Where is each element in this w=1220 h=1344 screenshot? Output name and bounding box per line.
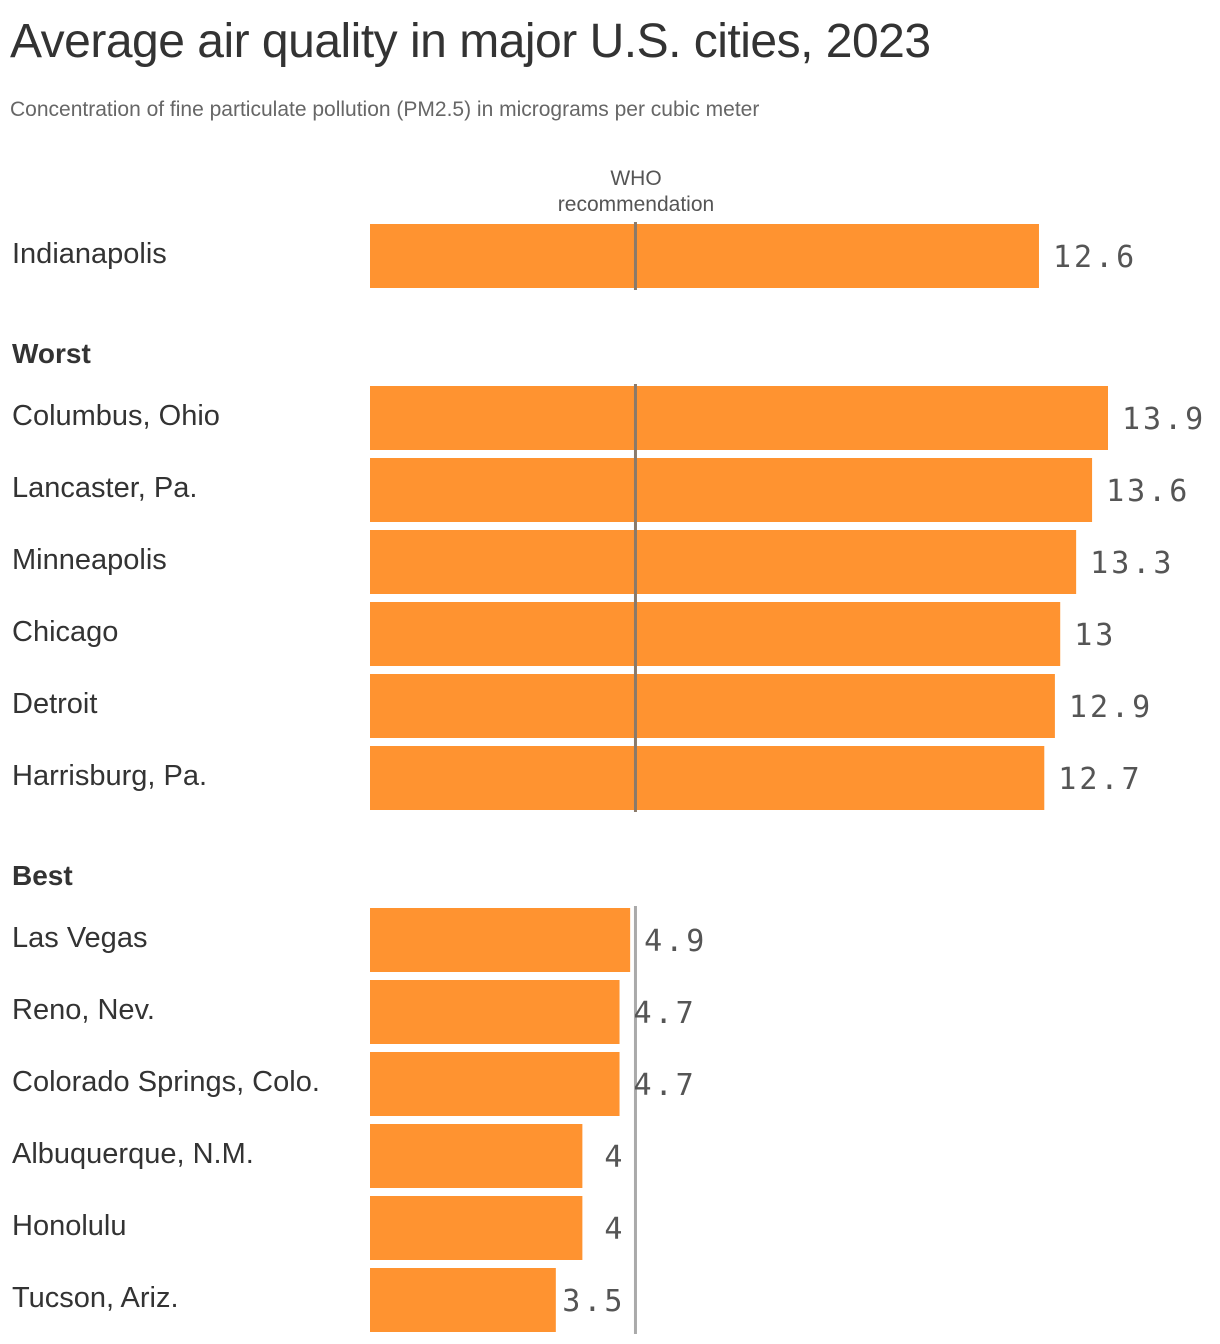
bar [370, 1052, 620, 1116]
value-label: 13 [1074, 618, 1116, 653]
category-label: Honolulu [12, 1210, 127, 1242]
bar [370, 1196, 583, 1260]
bar [370, 458, 1093, 522]
bar [370, 746, 1045, 810]
chart-subtitle: Concentration of fine particulate pollut… [10, 98, 760, 121]
category-label: Chicago [12, 616, 119, 648]
reference-line-label-line-1: WHO [610, 167, 662, 190]
bar [370, 1268, 556, 1332]
category-label: Harrisburg, Pa. [12, 760, 208, 792]
reference-line-label-line-2: recommendation [557, 193, 715, 216]
value-label: 4 [604, 1212, 625, 1247]
value-label: 13.6 [1106, 474, 1190, 509]
category-label: Reno, Nev. [12, 994, 155, 1026]
category-label: Minneapolis [12, 544, 167, 576]
value-label: 13.9 [1122, 402, 1206, 437]
category-label: Tucson, Ariz. [12, 1282, 179, 1314]
reference-line-label: WHO recommendation [536, 166, 736, 218]
value-label: 12.6 [1053, 240, 1137, 275]
category-label: Las Vegas [12, 922, 148, 954]
bar [370, 908, 631, 972]
category-label: Lancaster, Pa. [12, 472, 198, 504]
category-label: Colorado Springs, Colo. [12, 1066, 320, 1098]
value-label: 12.7 [1058, 762, 1142, 797]
value-label: 4.7 [634, 996, 697, 1031]
value-label: 4.7 [634, 1068, 697, 1103]
bar [370, 530, 1077, 594]
value-label: 12.9 [1069, 690, 1153, 725]
value-label: 4.9 [644, 924, 707, 959]
bar [370, 224, 1039, 288]
value-label: 4 [604, 1140, 625, 1175]
value-label: 13.3 [1090, 546, 1174, 581]
category-label: Detroit [12, 688, 98, 720]
group-label-worst: Worst [12, 338, 91, 369]
group-label-best: Best [12, 860, 73, 891]
bar [370, 386, 1108, 450]
value-label: 3.5 [562, 1284, 625, 1319]
bar [370, 602, 1061, 666]
bar [370, 980, 620, 1044]
category-label: Columbus, Ohio [12, 400, 220, 432]
chart-title: Average air quality in major U.S. cities… [10, 15, 931, 68]
category-label: Albuquerque, N.M. [12, 1138, 254, 1170]
bar [370, 674, 1055, 738]
category-label: Indianapolis [12, 238, 167, 270]
bar [370, 1124, 583, 1188]
